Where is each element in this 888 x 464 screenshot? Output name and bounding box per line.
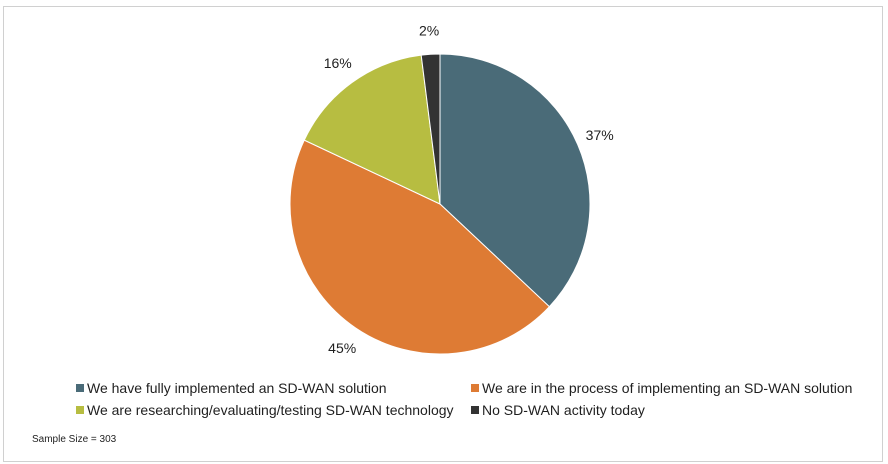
legend-item-in-process: We are in the process of implementing an… [471, 380, 852, 396]
legend-swatch-fully-implemented [76, 384, 84, 392]
legend-label-fully-implemented: We have fully implemented an SD-WAN solu… [87, 380, 387, 396]
legend-item-researching: We are researching/evaluating/testing SD… [76, 402, 471, 418]
pie-label-fully-implemented: 37% [586, 127, 614, 143]
pie-slice-researching [303, 54, 441, 205]
legend-item-no-activity: No SD-WAN activity today [471, 402, 645, 418]
legend: We have fully implemented an SD-WAN solu… [76, 377, 876, 421]
pie-slices [289, 53, 591, 355]
pie-label-no-activity: 2% [419, 22, 439, 38]
pie-slice-no-activity [420, 53, 441, 205]
legend-swatch-in-process [471, 384, 479, 392]
pie-slice-in-process [289, 139, 551, 355]
legend-label-no-activity: No SD-WAN activity today [482, 402, 645, 418]
pie-label-researching: 16% [324, 55, 352, 71]
legend-swatch-researching [76, 406, 84, 414]
pie-label-in-process: 45% [328, 340, 356, 356]
legend-label-researching: We are researching/evaluating/testing SD… [87, 402, 454, 418]
pie-slice-fully-implemented [439, 53, 591, 308]
legend-swatch-no-activity [471, 406, 479, 414]
sample-size-note: Sample Size = 303 [32, 434, 117, 445]
legend-label-in-process: We are in the process of implementing an… [482, 380, 853, 396]
legend-item-fully-implemented: We have fully implemented an SD-WAN solu… [76, 380, 471, 396]
pie-labels: 37% 45% 16% 2% [324, 22, 614, 356]
